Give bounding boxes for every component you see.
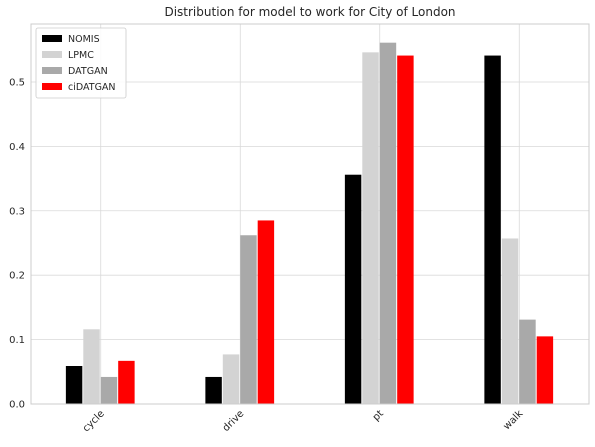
bar-datgan-pt xyxy=(379,42,397,404)
legend: NOMIS LPMC DATGAN ciDATGAN xyxy=(35,27,127,99)
x-tick-label: cycle xyxy=(81,408,107,434)
bar-nomis-cycle xyxy=(65,366,83,404)
y-tick-label: 0.4 xyxy=(9,142,25,153)
legend-entry: ciDATGAN xyxy=(68,82,116,93)
bar-lpmc-pt xyxy=(362,52,379,404)
y-tick-label: 0.3 xyxy=(9,206,25,217)
y-tick-label: 0.2 xyxy=(9,271,25,282)
bar-datgan-walk xyxy=(519,319,536,404)
bar-lpmc-drive xyxy=(222,354,240,404)
legend-swatch xyxy=(42,35,62,42)
bar-nomis-pt xyxy=(344,174,362,404)
bar-cidatgan-pt xyxy=(397,55,414,404)
y-tick-label: 0.5 xyxy=(9,77,25,88)
y-tick-labels: 0.0 0.1 0.2 0.3 0.4 0.5 xyxy=(9,77,25,410)
y-tick-label: 0.0 xyxy=(9,400,25,411)
legend-swatch xyxy=(42,67,62,74)
y-tick-label: 0.1 xyxy=(9,335,25,346)
chart-title: Distribution for model to work for City … xyxy=(164,5,455,19)
bar-datgan-drive xyxy=(240,235,257,404)
bar-cidatgan-walk xyxy=(536,336,554,404)
legend-entry: LPMC xyxy=(68,50,94,61)
legend-swatch xyxy=(42,83,62,90)
x-tick-label: pt xyxy=(371,408,386,423)
plot-frame xyxy=(30,23,590,405)
bar-lpmc-walk xyxy=(501,238,519,404)
x-tick-label: drive xyxy=(221,408,247,434)
bar-nomis-walk xyxy=(484,55,501,404)
legend-swatch xyxy=(42,51,62,58)
bar-datgan-cycle xyxy=(100,376,118,404)
bar-nomis-drive xyxy=(205,376,222,404)
legend-entry: DATGAN xyxy=(68,66,108,77)
legend-entry: NOMIS xyxy=(68,34,100,45)
bar-cidatgan-drive xyxy=(257,220,275,404)
bar-lpmc-cycle xyxy=(83,329,100,404)
bars-layer xyxy=(65,42,554,404)
x-tick-label: walk xyxy=(501,408,525,432)
x-tick-labels: cycle drive pt walk xyxy=(81,408,526,434)
legend-box xyxy=(35,27,127,99)
bar-cidatgan-cycle xyxy=(118,360,135,404)
